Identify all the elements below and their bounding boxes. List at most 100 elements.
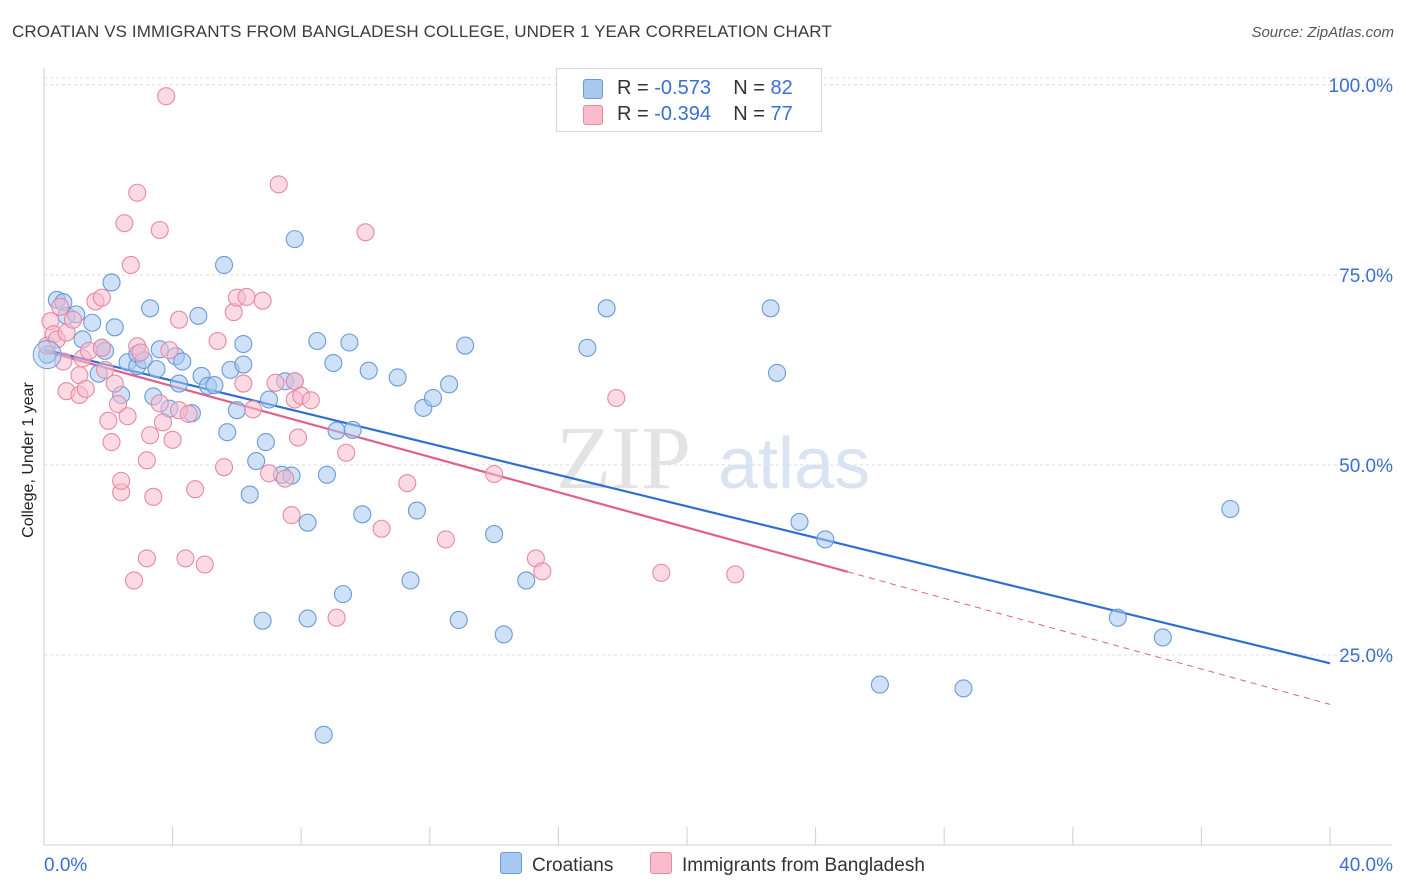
data-point — [407, 501, 426, 520]
legend-r-label: R = — [617, 103, 649, 125]
legend-n-label: N = — [733, 77, 765, 99]
data-point — [121, 255, 140, 275]
bottom-legend-swatch-bangladesh — [650, 852, 672, 874]
data-point — [253, 291, 272, 310]
data-point — [141, 299, 160, 318]
data-point — [118, 407, 137, 426]
legend-swatch-croatians — [583, 79, 603, 99]
data-point — [401, 571, 420, 590]
data-point-cluster — [32, 340, 62, 370]
data-point — [423, 388, 443, 408]
data-point — [372, 519, 391, 538]
data-point — [137, 451, 156, 470]
data-point — [160, 341, 179, 360]
data-point — [179, 404, 198, 424]
data-point — [870, 675, 889, 694]
data-point — [298, 513, 317, 532]
data-point — [578, 338, 597, 357]
data-point — [790, 512, 809, 531]
data-point — [436, 530, 455, 549]
bottom-legend-bangladesh: Immigrants from Bangladesh — [650, 852, 925, 877]
data-point — [92, 288, 111, 307]
data-point — [816, 530, 835, 549]
data-point — [105, 374, 124, 393]
watermark-zip: ZIP — [556, 409, 691, 508]
data-point — [102, 273, 121, 292]
data-point — [398, 474, 417, 493]
y-tick-label: 100.0% — [1329, 76, 1394, 97]
data-point — [301, 391, 320, 410]
data-point — [124, 571, 144, 590]
data-point — [96, 360, 115, 379]
legend-n-value-bangladesh: 77 — [770, 103, 793, 125]
data-point — [327, 421, 346, 440]
data-point — [276, 469, 295, 488]
data-point — [214, 458, 234, 477]
data-point — [359, 361, 378, 380]
data-point — [259, 390, 279, 409]
bottom-legend-label-croatians: Croatians — [532, 855, 614, 876]
legend-swatch-bangladesh — [583, 105, 603, 125]
data-point — [761, 299, 780, 318]
data-points — [32, 87, 1240, 744]
legend-r-value-bangladesh: -0.394 — [654, 103, 711, 125]
data-point — [333, 585, 353, 604]
data-point — [147, 360, 166, 379]
data-point — [227, 401, 246, 420]
data-point — [308, 331, 327, 351]
data-point — [356, 223, 375, 242]
data-point — [1153, 628, 1172, 647]
data-point — [1221, 499, 1240, 519]
data-point — [234, 334, 253, 354]
data-point — [150, 394, 169, 413]
data-point — [234, 355, 253, 374]
bottom-legend-croatians: Croatians — [500, 852, 613, 877]
data-point — [494, 625, 513, 644]
legend-r-label: R = — [617, 77, 649, 99]
data-point — [607, 388, 626, 408]
data-point — [597, 299, 616, 318]
data-point — [157, 87, 176, 106]
data-point — [153, 413, 173, 432]
data-point — [485, 464, 504, 484]
data-point — [1108, 608, 1127, 627]
data-point — [195, 555, 214, 574]
y-tick-label: 50.0% — [1339, 456, 1393, 477]
data-point — [115, 214, 134, 233]
y-tick-label: 75.0% — [1339, 266, 1393, 287]
data-point — [337, 443, 356, 462]
trend-line-0 — [43, 348, 1331, 665]
data-point — [108, 395, 127, 414]
data-point — [449, 610, 468, 630]
data-point — [269, 175, 288, 194]
y-axis-label: College, Under 1 year — [20, 382, 37, 538]
legend-r-value-croatians: -0.573 — [654, 77, 711, 99]
data-point — [92, 338, 111, 357]
x-tick-label-min: 0.0% — [44, 855, 87, 876]
series-1 — [38, 87, 745, 627]
data-point — [102, 433, 121, 452]
data-point — [63, 310, 82, 329]
data-point — [282, 506, 301, 525]
data-point — [243, 400, 263, 419]
data-point — [99, 411, 118, 430]
data-point — [169, 310, 189, 329]
data-point — [205, 376, 224, 395]
data-point — [340, 333, 359, 352]
data-point — [253, 611, 272, 630]
data-point — [51, 297, 70, 316]
axes — [43, 68, 1392, 846]
data-point — [485, 525, 504, 544]
data-point — [327, 608, 346, 627]
data-point — [150, 220, 169, 240]
data-point — [767, 363, 787, 382]
data-point — [288, 428, 308, 447]
data-point — [266, 373, 285, 392]
data-point — [353, 505, 372, 524]
data-point — [208, 331, 227, 351]
series-0 — [38, 230, 1240, 744]
stats-legend: R = -0.573 N = 82 R = -0.394 N = 77 — [556, 68, 822, 132]
data-point — [256, 433, 275, 452]
data-point — [234, 374, 253, 393]
data-point — [324, 353, 343, 373]
